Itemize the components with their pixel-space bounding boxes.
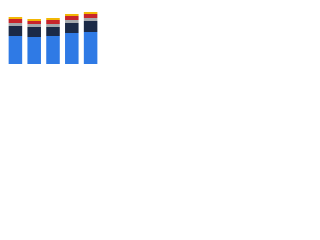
bar-segment [8,26,23,36]
bar-segment [8,19,23,23]
bar-segment [65,23,79,33]
bar-segment [65,20,79,23]
bar-segment [46,36,60,64]
bar-segment [65,16,79,20]
page: {"chart_data": {"type": "stacked-bar", "… [0,0,100,71]
bar-segment [46,20,60,24]
bar-segment [65,14,79,16]
bar-segment [27,21,41,24]
bar-segment [8,36,23,64]
bar-segment [27,27,41,37]
bar-segment [27,24,41,27]
bar-segment [83,12,98,14]
bar-segment [83,18,98,21]
bar-segment [46,24,60,27]
bar-segment [27,37,41,64]
chart [8,12,98,64]
bar-segment [83,21,98,32]
bar-segment [27,19,41,21]
bar-segment [46,18,60,20]
bar-segment [83,32,98,64]
bar-segment [65,33,79,64]
bar-segment [8,17,23,19]
bar-segment [83,14,98,18]
bar-segment [8,23,23,26]
bar-segment [46,27,60,36]
